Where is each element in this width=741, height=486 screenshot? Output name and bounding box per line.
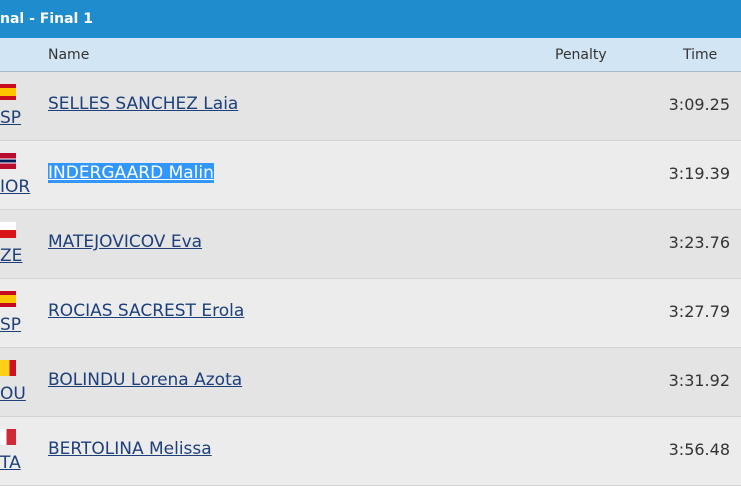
country-flag bbox=[0, 291, 16, 307]
country-flag bbox=[0, 360, 16, 376]
country-flag bbox=[0, 153, 16, 169]
athlete-name[interactable]: ROCIAS SACREST Erola bbox=[48, 301, 245, 321]
athlete-name[interactable]: INDERGAARD Malin bbox=[48, 163, 214, 183]
country-code[interactable]: TA bbox=[0, 453, 21, 473]
column-header: Penalty bbox=[555, 47, 607, 63]
time: 3:56.48 bbox=[668, 440, 730, 459]
country-code[interactable]: OU bbox=[0, 384, 26, 404]
country-flag bbox=[0, 84, 16, 100]
time: 3:23.76 bbox=[668, 233, 730, 252]
result-row: OU BOLINDU Lorena Azota 3:31.92 bbox=[0, 348, 741, 417]
country-code[interactable]: ZE bbox=[0, 246, 23, 266]
country-code[interactable]: SP bbox=[0, 315, 22, 335]
column-header: Name bbox=[48, 47, 90, 63]
result-row: TA BERTOLINA Melissa 3:56.48 bbox=[0, 417, 741, 486]
time: 3:27.79 bbox=[668, 302, 730, 321]
athlete-name[interactable]: BERTOLINA Melissa bbox=[48, 439, 212, 459]
title-bar: nal - Final 1 bbox=[0, 0, 741, 38]
country-code[interactable]: IOR bbox=[0, 177, 31, 197]
country-code[interactable]: SP bbox=[0, 108, 22, 128]
time: 3:19.39 bbox=[668, 164, 730, 183]
time: 3:31.92 bbox=[668, 371, 730, 390]
athlete-name[interactable]: MATEJOVICOV Eva bbox=[48, 232, 203, 252]
athlete-name[interactable]: SELLES SANCHEZ Laia bbox=[48, 94, 239, 114]
result-row: SP ROCIAS SACREST Erola 3:27.79 bbox=[0, 279, 741, 348]
time: 3:09.25 bbox=[668, 95, 730, 114]
result-row: IOR INDERGAARD Malin 3:19.39 bbox=[0, 141, 741, 210]
table-header: Name Penalty Time bbox=[0, 38, 741, 72]
result-row: SP SELLES SANCHEZ Laia 3:09.25 bbox=[0, 72, 741, 141]
country-flag bbox=[0, 222, 16, 238]
result-row: ZE MATEJOVICOV Eva 3:23.76 bbox=[0, 210, 741, 279]
athlete-name[interactable]: BOLINDU Lorena Azota bbox=[48, 370, 243, 390]
country-flag bbox=[0, 429, 16, 445]
column-header: Time bbox=[683, 47, 718, 63]
